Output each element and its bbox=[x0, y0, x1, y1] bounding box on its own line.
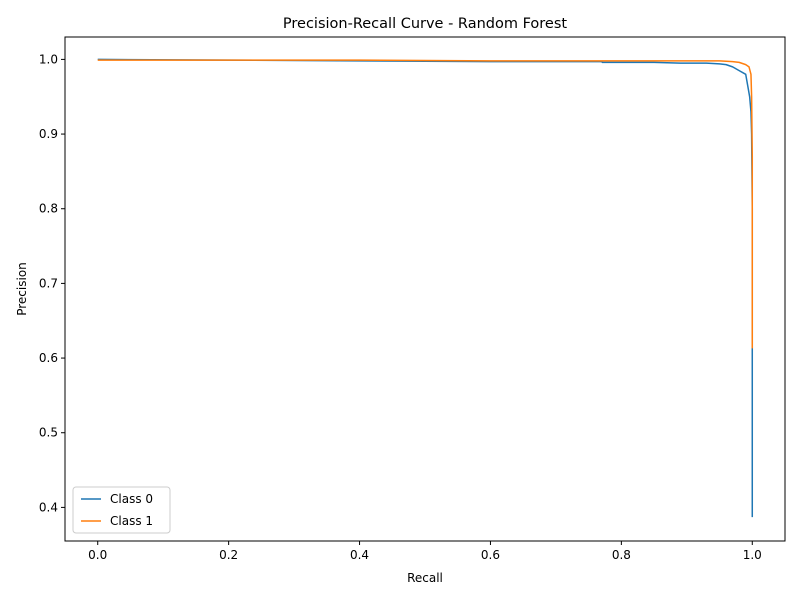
x-tick-label: 1.0 bbox=[743, 548, 762, 562]
y-tick-label: 0.7 bbox=[39, 276, 58, 290]
x-tick-label: 0.2 bbox=[219, 548, 238, 562]
legend: Class 0 Class 1 bbox=[72, 486, 171, 534]
y-tick-label: 0.8 bbox=[39, 202, 58, 216]
x-tick-label: 0.0 bbox=[88, 548, 107, 562]
y-tick-label: 0.9 bbox=[39, 127, 58, 141]
chart-title: Precision-Recall Curve - Random Forest bbox=[283, 16, 567, 32]
x-axis-label: Recall bbox=[407, 571, 443, 585]
legend-label-class-1: Class 1 bbox=[110, 514, 153, 528]
x-tick-label: 0.8 bbox=[612, 548, 631, 562]
y-tick-label: 1.0 bbox=[39, 52, 58, 66]
series-line-class-1 bbox=[97, 59, 754, 349]
y-tick-label: 0.6 bbox=[39, 351, 58, 365]
y-axis-ticks: 0.4 0.5 0.6 0.7 0.8 0.9 1.0 bbox=[39, 52, 65, 514]
series-line-class-0 bbox=[97, 58, 754, 518]
axes-frame bbox=[64, 36, 786, 542]
y-axis-label: Precision bbox=[15, 262, 29, 316]
series-lines bbox=[97, 58, 754, 518]
y-tick-label: 0.4 bbox=[39, 500, 58, 514]
x-tick-label: 0.6 bbox=[481, 548, 500, 562]
y-tick-label: 0.5 bbox=[39, 426, 58, 440]
x-tick-label: 0.4 bbox=[350, 548, 369, 562]
x-axis-ticks: 0.0 0.2 0.4 0.6 0.8 1.0 bbox=[88, 541, 762, 562]
legend-label-class-0: Class 0 bbox=[110, 492, 153, 506]
